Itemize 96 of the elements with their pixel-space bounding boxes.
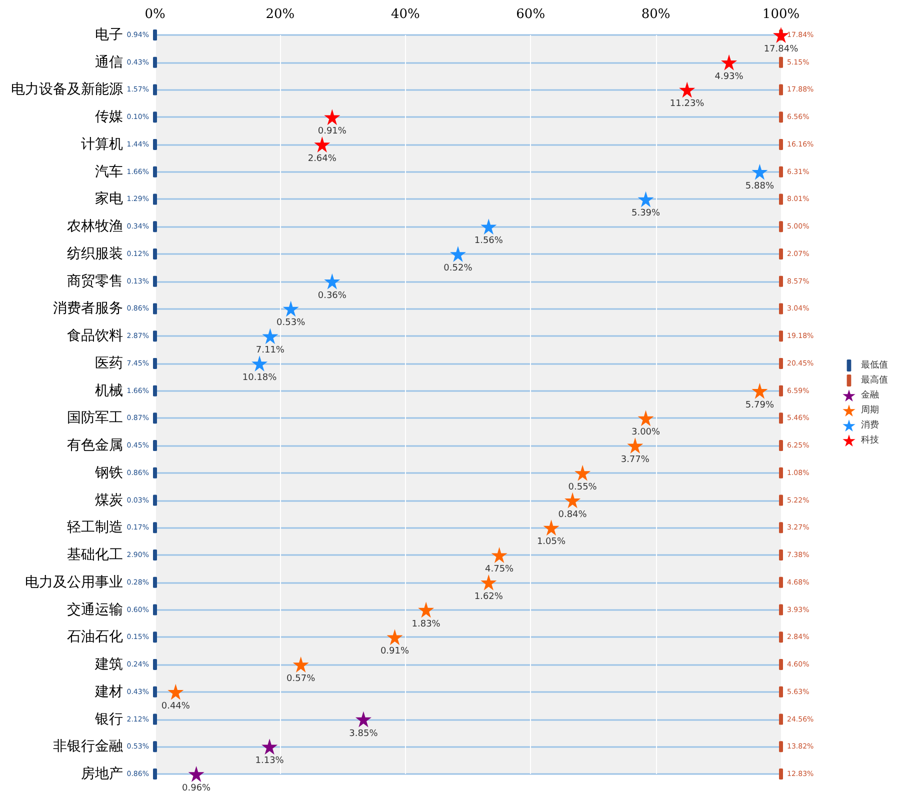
x-tick-label: 40% xyxy=(390,7,420,22)
y-tick-label: 家电 xyxy=(95,191,123,208)
annotation: 3.85% xyxy=(349,728,378,739)
y-tick-label: 轻工制造 xyxy=(67,520,123,536)
y-tick-label: 机械 xyxy=(95,382,123,399)
annotation: 3.77% xyxy=(620,455,650,466)
annotation: 5.88% xyxy=(745,181,774,192)
point xyxy=(480,574,497,590)
y-tick-label: 基础化工 xyxy=(67,547,123,564)
annotation: 5.39% xyxy=(631,208,661,219)
x-tick-label: 80% xyxy=(641,7,670,22)
annotation: 3.00% xyxy=(631,428,661,438)
annotation: 2.64% xyxy=(308,154,337,164)
annotation: 1.83% xyxy=(412,619,441,630)
point xyxy=(292,656,309,673)
y-tick-label: 电力设备及新能源 xyxy=(11,82,123,98)
annotation: 5.79% xyxy=(745,400,774,410)
point xyxy=(773,27,789,43)
point xyxy=(574,464,591,481)
point xyxy=(480,218,497,235)
point xyxy=(262,328,278,344)
point xyxy=(638,191,654,208)
y-tick-label: 非银行金融 xyxy=(53,738,123,755)
legend-label: 最高值 xyxy=(861,374,888,386)
annotation: 0.55% xyxy=(568,482,598,492)
annotation: 11.23% xyxy=(670,99,705,110)
x-tick-label: 60% xyxy=(516,7,546,22)
y-tick-label: 建材 xyxy=(94,684,123,700)
y-tick-label: 计算机 xyxy=(81,136,123,152)
y-tick-label: 建筑 xyxy=(94,656,123,673)
point xyxy=(282,300,299,317)
annotation: 0.52% xyxy=(444,263,473,274)
annotation: 1.62% xyxy=(474,592,504,602)
y-tick-label: 传媒 xyxy=(95,109,123,126)
x-tick-label: 20% xyxy=(266,7,295,22)
y-tick-label: 有色金属 xyxy=(67,438,123,454)
y-tick-label: 煤炭 xyxy=(95,492,123,508)
point xyxy=(324,109,340,126)
legend-label: 消费 xyxy=(861,420,879,430)
y-tick-label: 农林牧渔 xyxy=(67,218,123,235)
y-tick-label: 国防军工 xyxy=(67,410,123,426)
point xyxy=(252,355,268,372)
y-tick-label: 商贸零售 xyxy=(67,273,123,290)
x-tick-label: 100% xyxy=(762,7,800,22)
y-tick-label: 银行 xyxy=(94,711,123,728)
y-tick-label: 食品饮料 xyxy=(67,328,123,344)
legend-label: 周期 xyxy=(861,404,879,416)
legend-label: 最低值 xyxy=(861,360,888,370)
point xyxy=(262,738,278,755)
annotation: 0.96% xyxy=(182,784,212,794)
annotation: 0.91% xyxy=(318,126,347,137)
point xyxy=(627,438,644,454)
annotation: 10.18% xyxy=(242,372,278,383)
point xyxy=(752,382,768,399)
annotation: 4.93% xyxy=(714,72,744,82)
annotation: 7.11% xyxy=(256,346,285,356)
point xyxy=(491,547,508,564)
y-tick-label: 石油石化 xyxy=(67,629,123,646)
point xyxy=(638,410,654,426)
x-tick-label: 0% xyxy=(144,7,166,22)
point xyxy=(386,629,403,646)
point xyxy=(168,684,184,700)
annotation: 0.36% xyxy=(318,290,347,301)
y-tick-label: 电子 xyxy=(95,27,123,43)
point xyxy=(314,136,330,152)
y-tick-label: 通信 xyxy=(95,54,123,70)
annotation: 4.75% xyxy=(485,564,514,575)
y-tick-label: 汽车 xyxy=(95,164,123,180)
annotation: 1.05% xyxy=(536,537,566,548)
y-tick-label: 消费者服务 xyxy=(53,300,123,317)
point xyxy=(450,246,466,262)
annotation: 1.56% xyxy=(474,236,504,246)
annotation: 0.53% xyxy=(276,318,306,328)
point xyxy=(355,711,372,728)
annotation: 0.91% xyxy=(380,646,410,657)
y-tick-label: 交通运输 xyxy=(67,602,123,618)
annotation: 0.44% xyxy=(161,701,190,712)
point xyxy=(721,54,738,70)
annotation: 0.84% xyxy=(558,510,588,520)
point xyxy=(679,82,696,98)
annotation: 17.84% xyxy=(764,44,799,54)
y-tick-label: 钢铁 xyxy=(94,464,123,481)
point xyxy=(418,602,434,618)
point xyxy=(324,273,340,290)
point xyxy=(564,492,581,508)
annotation: 1.13% xyxy=(255,756,284,766)
legend-label: 科技 xyxy=(861,434,879,446)
y-tick-label: 纺织服装 xyxy=(67,246,123,262)
point xyxy=(543,520,560,536)
annotation: 0.57% xyxy=(286,674,316,684)
y-tick-label: 医药 xyxy=(95,355,123,372)
y-tick-label: 电力及公用事业 xyxy=(25,574,123,590)
y-tick-label: 房地产 xyxy=(81,766,123,782)
point xyxy=(752,164,768,180)
legend-label: 金融 xyxy=(861,390,879,400)
point xyxy=(188,766,204,782)
